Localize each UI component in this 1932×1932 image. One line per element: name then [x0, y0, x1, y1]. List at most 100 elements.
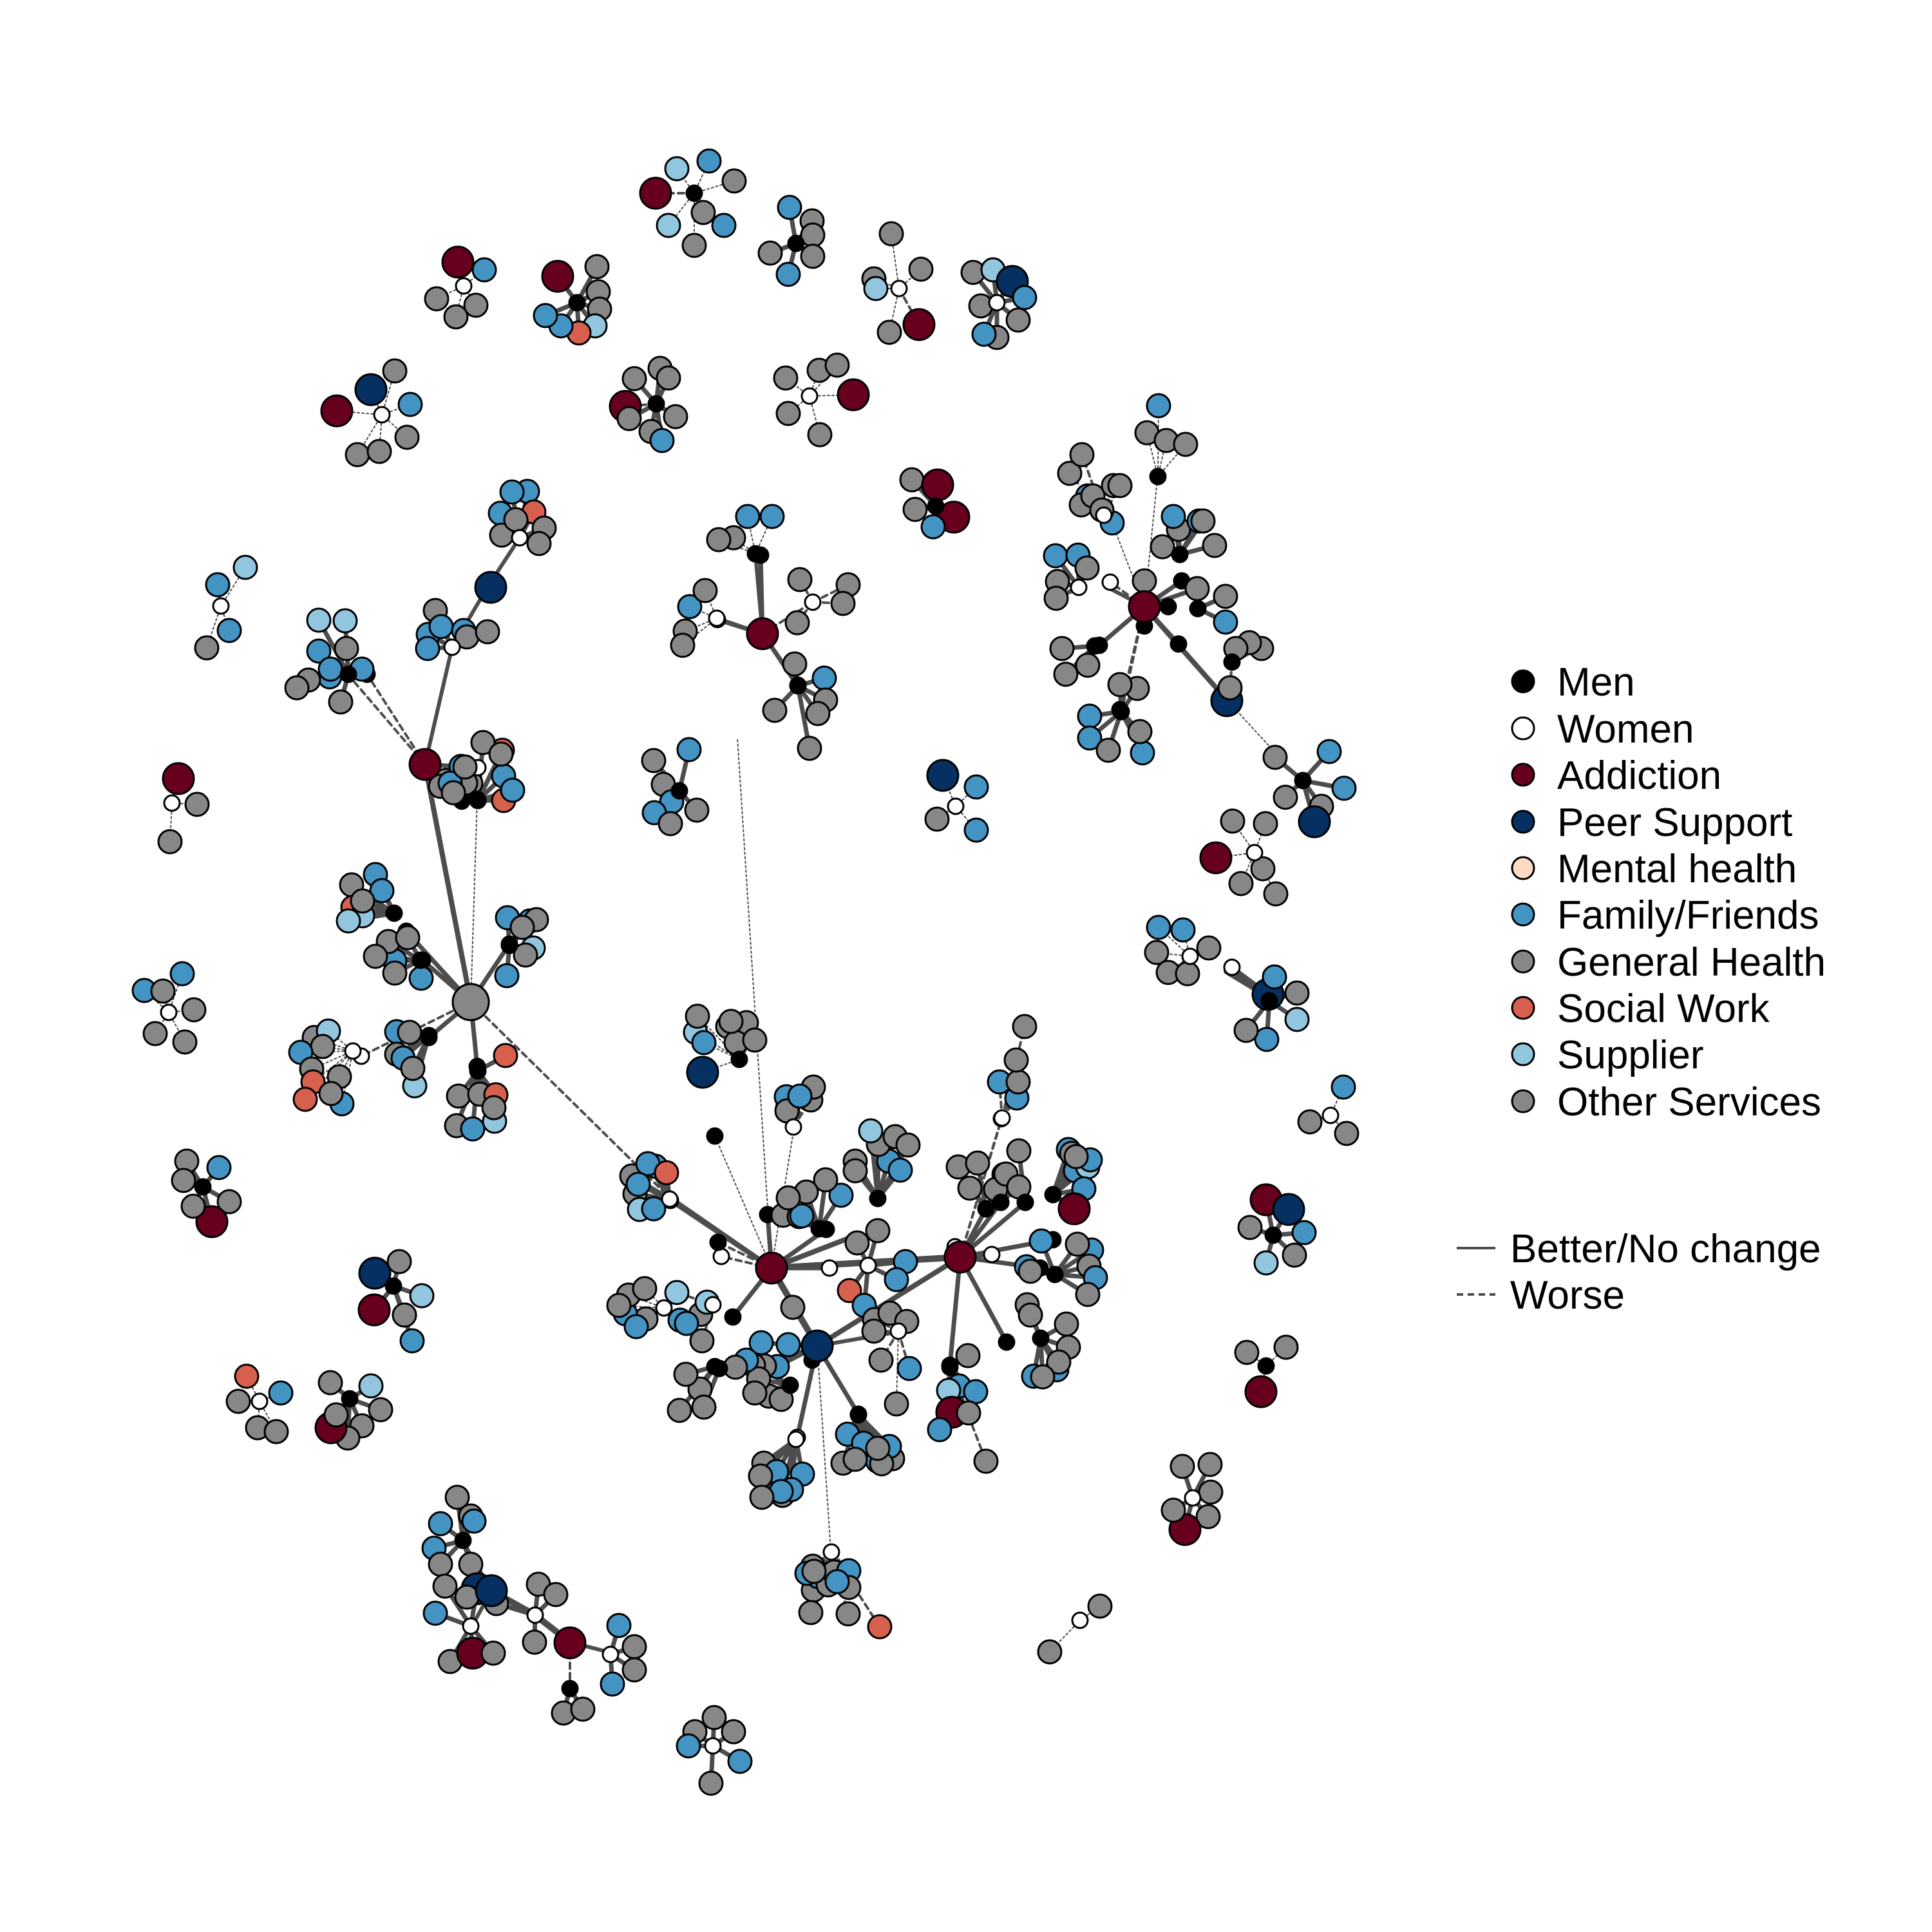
node-general-health	[451, 983, 490, 1021]
node-family-friends	[415, 636, 440, 661]
node-family-friends	[461, 1508, 487, 1534]
node-family-friends	[676, 1733, 701, 1759]
network-nodes	[131, 148, 1359, 1796]
edge-worse	[737, 737, 772, 1269]
node-family-friends	[963, 1379, 989, 1405]
node-family-friends	[676, 737, 702, 762]
legend-label-general-health: General Health	[1557, 940, 1826, 985]
node-family-friends	[641, 1196, 667, 1222]
node-man	[1149, 468, 1167, 486]
node-man	[941, 1358, 959, 1376]
node-general-health	[142, 1021, 168, 1046]
node-general-health	[1190, 508, 1216, 534]
node-family-friends	[677, 594, 703, 620]
node-family-friends	[1012, 285, 1037, 310]
legend-swatch-peer-support	[1511, 810, 1535, 834]
node-general-health	[673, 1361, 699, 1387]
node-general-health	[1220, 808, 1245, 834]
node-general-health	[965, 1150, 990, 1176]
node-general-health	[1057, 460, 1083, 486]
node-addiction	[320, 394, 354, 428]
node-general-health	[470, 730, 496, 755]
node-family-friends	[1146, 393, 1171, 419]
node-general-health	[842, 1446, 868, 1472]
node-supplier	[656, 213, 681, 238]
node-man	[1044, 1186, 1062, 1204]
node-family-friends	[625, 1171, 651, 1197]
node-man	[685, 184, 703, 202]
node-family-friends	[674, 1311, 699, 1336]
node-man	[1223, 653, 1241, 671]
node-general-health	[692, 578, 718, 603]
node-general-health	[1253, 811, 1278, 837]
node-man	[568, 294, 586, 312]
node-general-health	[1046, 1349, 1072, 1375]
edge-worse	[817, 1345, 831, 1551]
node-woman	[163, 794, 181, 812]
node-man	[469, 1062, 487, 1080]
node-general-health	[684, 797, 710, 823]
node-general-health	[955, 1343, 981, 1368]
node-general-health	[386, 1249, 412, 1274]
node-general-health	[1018, 1258, 1043, 1284]
node-general-health	[1217, 675, 1243, 701]
node-family-friends	[1028, 1228, 1054, 1254]
node-general-health	[957, 1175, 983, 1201]
node-family-friends	[789, 1203, 815, 1229]
node-general-health	[842, 1158, 868, 1184]
node-general-health	[685, 1003, 710, 1029]
node-woman	[443, 638, 461, 656]
node-woman	[1245, 844, 1264, 862]
node-family-friends	[306, 638, 332, 664]
node-man	[647, 395, 665, 413]
edge-better	[423, 645, 454, 766]
node-family-friends	[600, 1671, 625, 1697]
node-addiction	[943, 1240, 977, 1274]
node-man	[412, 951, 430, 969]
node-general-health	[1175, 961, 1200, 987]
node-man	[869, 1189, 887, 1208]
node-man	[670, 782, 688, 800]
node-general-health	[424, 286, 450, 312]
node-man	[998, 1333, 1016, 1351]
node-general-health	[1043, 585, 1069, 611]
node-man	[1159, 598, 1177, 616]
node-family-friends	[268, 1380, 294, 1406]
node-man	[1086, 637, 1104, 655]
node-supplier	[1284, 1007, 1310, 1032]
node-general-health	[775, 1185, 801, 1211]
node-woman	[889, 1322, 907, 1340]
node-woman	[1184, 1489, 1202, 1507]
node-supplier	[306, 607, 332, 633]
node-family-friends	[759, 504, 785, 529]
node-family-friends	[494, 963, 520, 989]
node-supplier	[409, 1283, 435, 1309]
legend-label-worse: Worse	[1510, 1273, 1625, 1318]
edge-worse	[300, 1050, 354, 1053]
node-general-health	[452, 754, 478, 780]
node-addiction	[1199, 841, 1233, 875]
legend-label-social-work: Social Work	[1557, 987, 1770, 1031]
node-general-health	[1213, 583, 1238, 609]
node-family-friends	[735, 504, 761, 529]
node-general-health	[813, 1167, 838, 1193]
node-general-health	[924, 806, 950, 832]
node-general-health	[1197, 1452, 1223, 1477]
node-man	[384, 1277, 402, 1295]
node-family-friends	[828, 1182, 854, 1208]
node-man	[787, 234, 805, 252]
node-general-health	[1173, 431, 1198, 457]
node-woman	[804, 593, 822, 611]
node-social-work	[867, 1614, 893, 1640]
node-general-health	[742, 1380, 768, 1406]
node-general-health	[641, 748, 667, 773]
node-general-health	[366, 439, 392, 464]
node-man	[1032, 1329, 1050, 1347]
node-family-friends	[500, 777, 526, 803]
node-general-health	[172, 1029, 198, 1055]
node-family-friends	[317, 656, 343, 682]
node-family-friends	[811, 665, 837, 691]
node-family-friends	[775, 1332, 801, 1358]
node-general-health	[621, 1657, 647, 1683]
